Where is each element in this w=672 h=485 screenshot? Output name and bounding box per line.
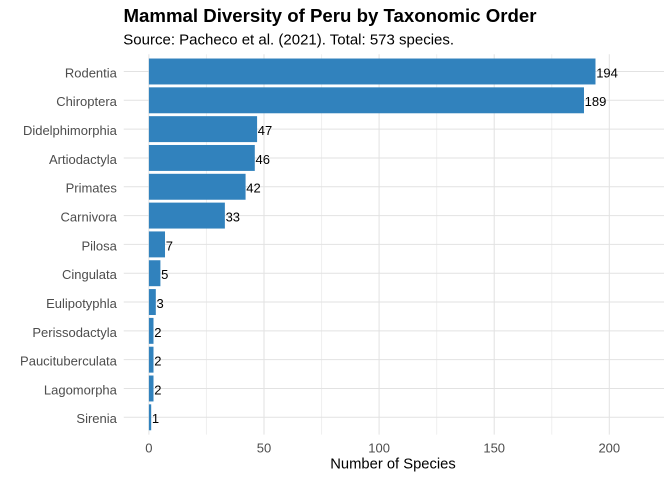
svg-text:1: 1 [152, 411, 159, 426]
svg-text:194: 194 [596, 65, 618, 80]
svg-text:Artiodactyla: Artiodactyla [49, 152, 118, 167]
svg-text:3: 3 [157, 296, 164, 311]
svg-text:Chiroptera: Chiroptera [56, 94, 117, 109]
svg-text:Lagomorpha: Lagomorpha [44, 382, 118, 397]
svg-text:100: 100 [368, 441, 390, 456]
svg-text:47: 47 [258, 123, 272, 138]
svg-text:50: 50 [257, 441, 271, 456]
svg-text:Mammal Diversity of Peru by Ta: Mammal Diversity of Peru by Taxonomic Or… [124, 5, 537, 26]
svg-text:0: 0 [145, 441, 152, 456]
svg-text:Cingulata: Cingulata [62, 267, 118, 282]
svg-text:2: 2 [154, 325, 161, 340]
svg-text:Perissodactyla: Perissodactyla [32, 325, 117, 340]
svg-text:Sirenia: Sirenia [76, 411, 117, 426]
svg-text:33: 33 [226, 209, 240, 224]
svg-text:Carnivora: Carnivora [61, 209, 118, 224]
svg-text:5: 5 [161, 267, 168, 282]
svg-text:200: 200 [598, 441, 620, 456]
svg-text:2: 2 [154, 382, 161, 397]
svg-text:150: 150 [483, 441, 505, 456]
svg-text:Primates: Primates [66, 181, 118, 196]
svg-text:Number of Species: Number of Species [330, 457, 455, 473]
svg-text:189: 189 [585, 94, 607, 109]
svg-text:Paucituberculata: Paucituberculata [20, 354, 118, 369]
svg-text:42: 42 [246, 181, 260, 196]
svg-text:Pilosa: Pilosa [81, 238, 117, 253]
svg-text:46: 46 [255, 152, 269, 167]
svg-text:Rodentia: Rodentia [65, 65, 118, 80]
svg-text:2: 2 [154, 354, 161, 369]
svg-text:Eulipotyphla: Eulipotyphla [46, 296, 118, 311]
svg-text:Source: Pacheco et al. (2021).: Source: Pacheco et al. (2021). Total: 57… [123, 32, 454, 49]
svg-text:Didelphimorphia: Didelphimorphia [23, 123, 118, 138]
svg-text:7: 7 [166, 238, 173, 253]
